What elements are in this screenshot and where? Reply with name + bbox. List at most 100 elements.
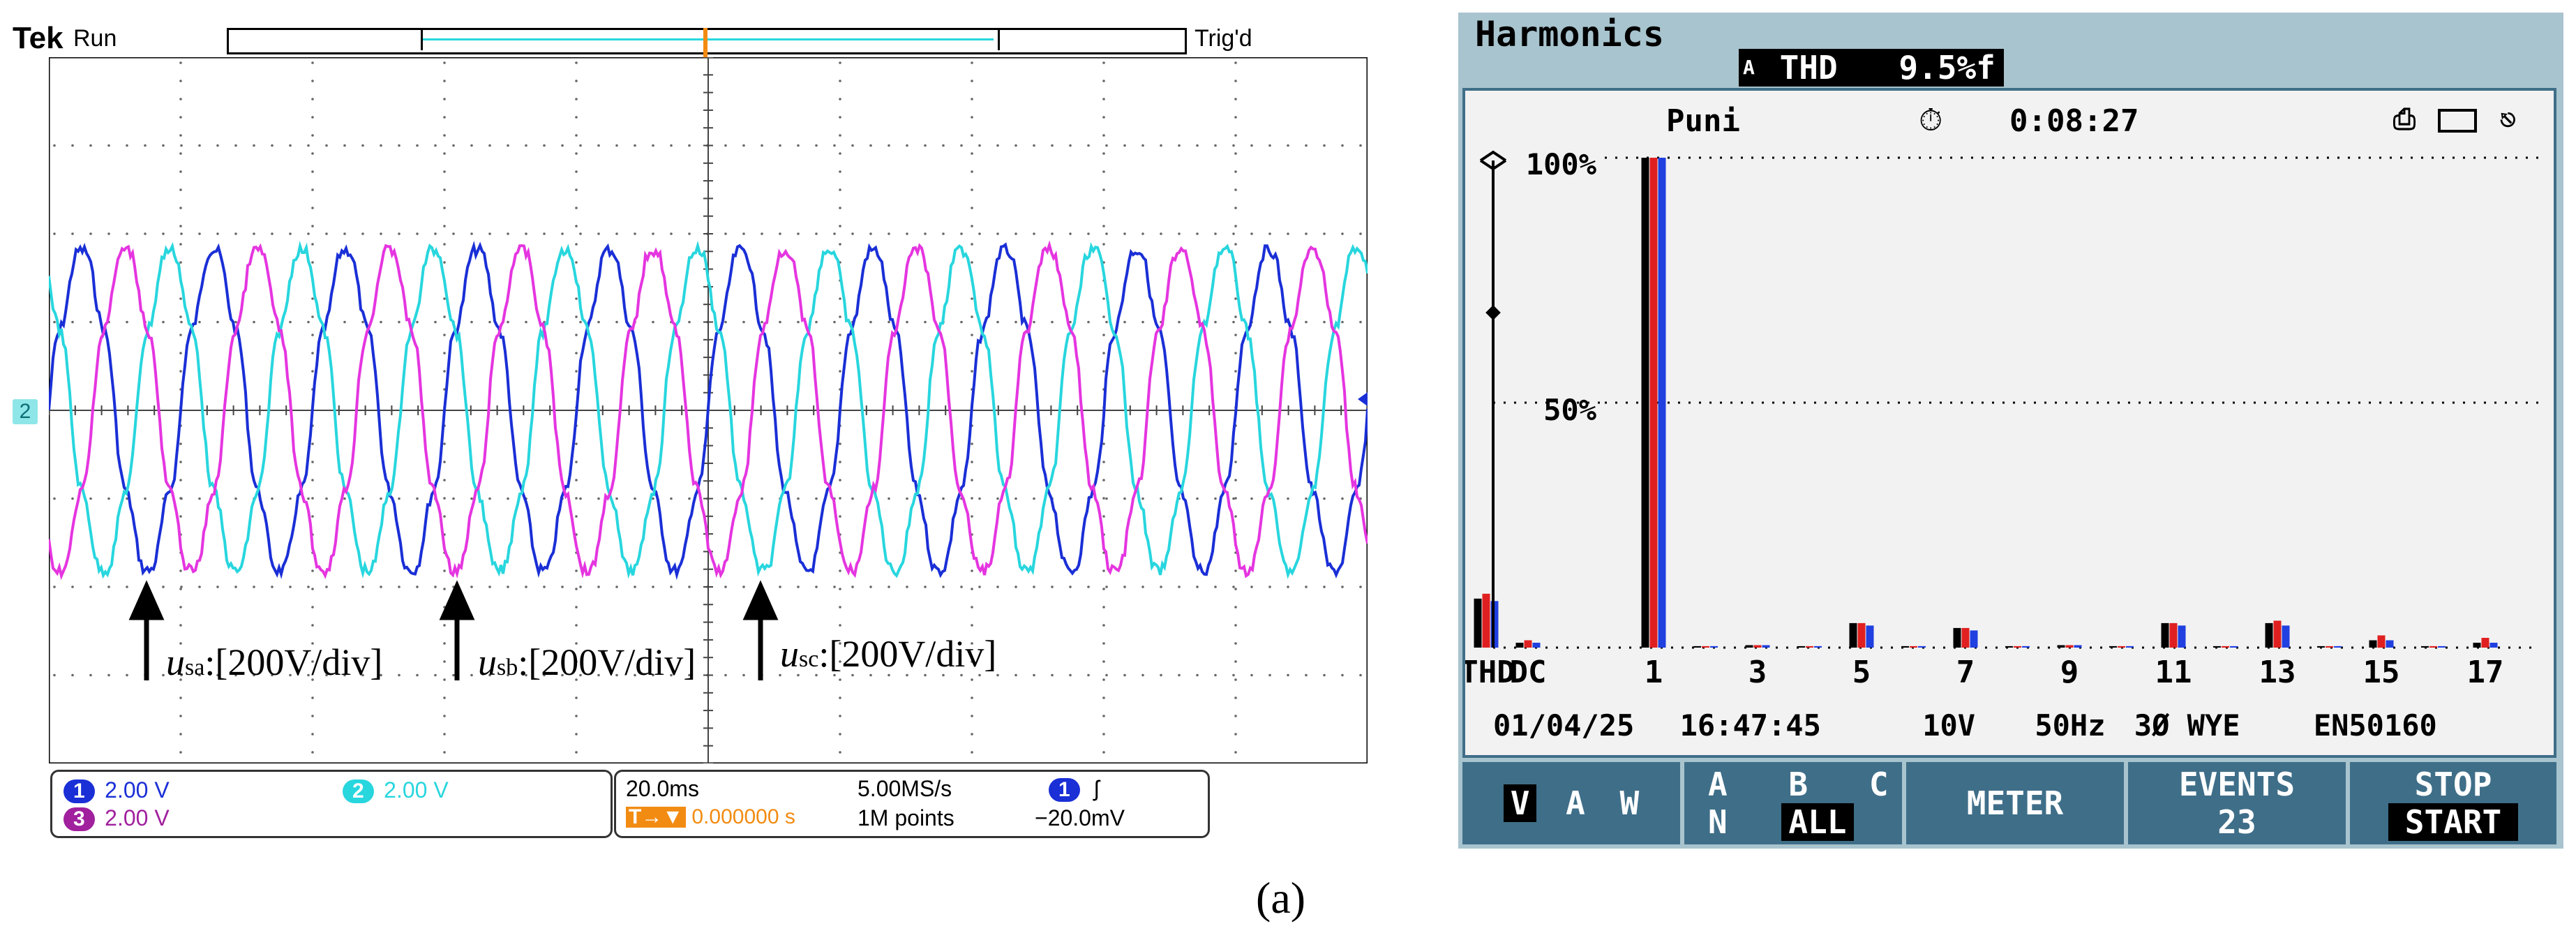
grid-dot	[162, 232, 165, 235]
grid-dot	[89, 497, 92, 500]
channel-2-ground-marker[interactable]: 2	[13, 399, 38, 424]
bar-DC-L2	[1524, 640, 1532, 648]
grid-dot	[1250, 673, 1253, 677]
record-window[interactable]	[421, 28, 1000, 50]
grid-dot	[434, 144, 437, 147]
softkey-vaw[interactable]: V A W	[1462, 762, 1680, 844]
grid-dot	[839, 315, 841, 318]
softkey-meter[interactable]: METER	[1906, 762, 2124, 844]
grid-dot	[971, 642, 973, 645]
bar-THD-L2	[1482, 593, 1490, 648]
x-label-11: 11	[2155, 655, 2192, 690]
grid-dot	[1069, 232, 1072, 235]
grid-dot	[839, 352, 841, 355]
grid-dot	[179, 152, 182, 155]
grid-dot	[443, 497, 446, 500]
grid-dot	[1141, 673, 1144, 677]
grid-dot	[688, 144, 691, 147]
grid-dot	[1196, 497, 1199, 500]
grid-dot	[416, 232, 419, 235]
grid-dot	[1087, 232, 1090, 235]
elapsed-time: 0:08:27	[2009, 103, 2139, 139]
grid-dot	[1232, 497, 1235, 500]
timebase-box[interactable]: 20.0ms 5.00MS/s T→▼ 0.000000 s 1M points…	[614, 770, 1210, 838]
bar-6-L1	[1901, 646, 1909, 648]
trigger-slope-icon: ʃ	[1094, 776, 1100, 801]
grid-dot	[470, 585, 473, 588]
grid-dot	[179, 207, 182, 209]
grid-dot	[839, 188, 841, 191]
grid-dot	[1102, 442, 1105, 445]
grid-dot	[924, 232, 927, 235]
grid-dot	[507, 144, 509, 147]
grid-dot	[761, 320, 763, 324]
grid-dot	[325, 232, 328, 235]
grid-dot	[543, 585, 546, 588]
softkey-events[interactable]: EVENTS 23	[2128, 762, 2346, 844]
standard: EN50160	[2313, 708, 2437, 743]
grid-dot	[924, 320, 927, 324]
bar-10-L3	[2126, 646, 2134, 648]
channel-1-row[interactable]: 1 2.00 V	[63, 777, 170, 803]
grid-dot	[361, 585, 364, 588]
channel-3-row[interactable]: 3 2.00 V	[63, 805, 170, 831]
grid-dot	[307, 144, 310, 147]
channel-2-row[interactable]: 2 2.00 V	[343, 777, 449, 803]
grid-dot	[1234, 442, 1237, 445]
grid-dot	[575, 370, 578, 373]
grid-dot	[761, 497, 763, 500]
grid-dot	[507, 320, 509, 324]
grid-dot	[575, 479, 578, 482]
grid-dot	[1359, 585, 1362, 588]
x-label-5: 5	[1852, 655, 1871, 690]
softkey-w: W	[1619, 784, 1640, 822]
softkey-phase-all: ALL	[1781, 803, 1854, 841]
label-usb-sub: sb	[497, 655, 518, 680]
grid-dot	[1214, 320, 1217, 324]
grid-dot	[1105, 673, 1108, 677]
grid-dot	[1232, 320, 1235, 324]
channel-scale-box[interactable]: 1 2.00 V 2 2.00 V 3 2.00 V	[50, 770, 613, 838]
softkey-phase-n: N	[1708, 803, 1728, 841]
grid-dot	[1341, 320, 1344, 324]
grid-dot	[575, 243, 578, 246]
grid-dot	[1268, 232, 1271, 235]
grid-dot	[724, 585, 727, 588]
bar-8-L2	[2014, 646, 2021, 648]
grid-dot	[311, 461, 314, 463]
grid-dot	[1014, 497, 1017, 500]
grid-dot	[525, 144, 527, 147]
grid-dot	[311, 61, 314, 64]
softkey-stop-start[interactable]: STOP START	[2350, 762, 2556, 844]
grid-dot	[688, 673, 691, 677]
grid-dot	[971, 61, 973, 64]
grid-dot	[234, 673, 237, 677]
grid-dot	[971, 225, 973, 227]
grid-dot	[1105, 497, 1108, 500]
grid-dot	[561, 585, 564, 588]
grid-dot	[971, 243, 973, 246]
grid-dot	[311, 315, 314, 318]
softkey-phase-b: B	[1788, 766, 1809, 803]
grid-dot	[1102, 188, 1105, 191]
grid-dot	[869, 673, 872, 677]
run-status: Run	[73, 25, 117, 52]
grid-dot	[271, 320, 274, 324]
grid-dot	[1102, 588, 1105, 590]
grid-dot	[1102, 624, 1105, 627]
grid-dot	[1178, 144, 1181, 147]
grid-dot	[311, 479, 314, 482]
grid-dot	[575, 170, 578, 173]
grid-dot	[579, 232, 582, 235]
grid-dot	[179, 479, 182, 482]
grid-dot	[575, 225, 578, 227]
grid-dot	[839, 588, 841, 590]
clock: 16:47:45	[1679, 708, 1821, 743]
softkey-phase[interactable]: A B C N ALL	[1684, 762, 1902, 844]
grid-dot	[443, 170, 446, 173]
grid-dot	[443, 207, 446, 209]
grid-dot	[971, 170, 973, 173]
grid-dot	[1102, 696, 1105, 699]
bar-THD-L1	[1474, 598, 1482, 648]
grid-dot	[1287, 232, 1289, 235]
